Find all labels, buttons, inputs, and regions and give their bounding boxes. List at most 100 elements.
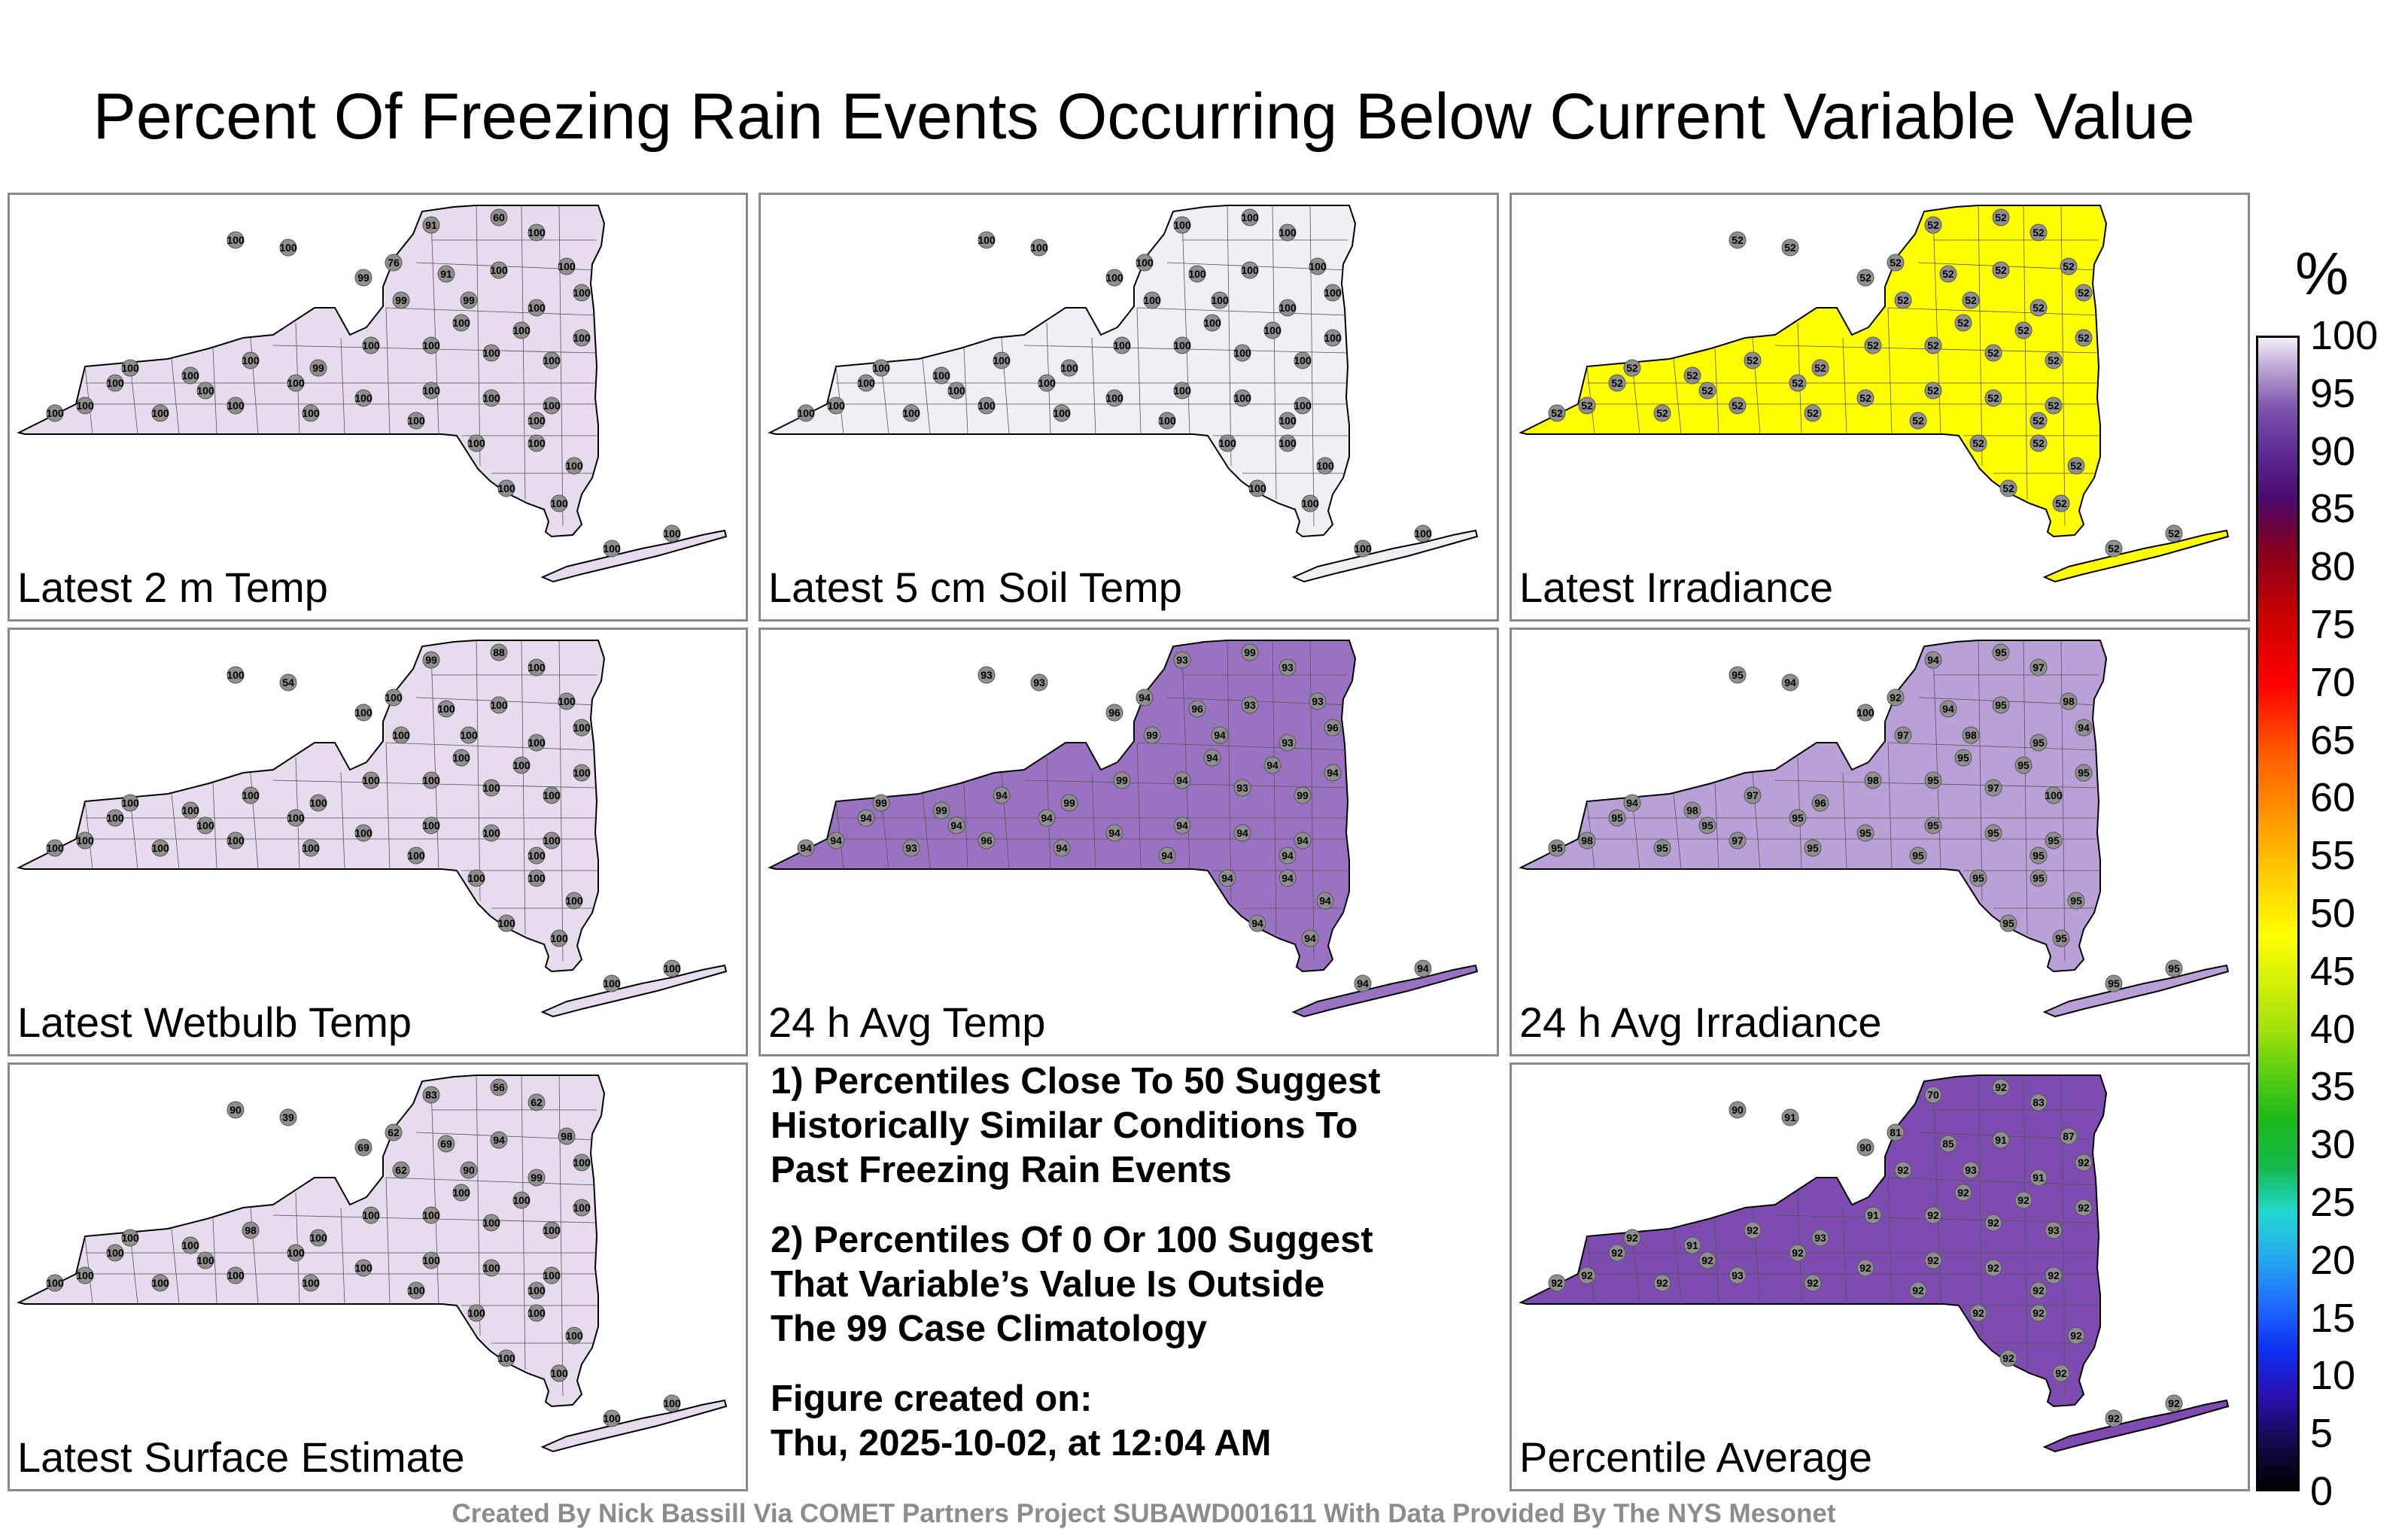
station-value: 52	[2002, 482, 2014, 494]
station-marker	[2045, 1266, 2063, 1284]
station-marker	[1263, 756, 1282, 774]
station-marker	[302, 839, 320, 857]
station-marker	[1924, 1086, 1942, 1104]
station-value: 91	[425, 219, 437, 231]
station-marker	[242, 351, 260, 369]
station-value: 98	[1965, 729, 1977, 741]
station-marker	[287, 809, 305, 827]
station-marker	[1113, 336, 1131, 354]
station-marker	[354, 824, 372, 842]
station-marker	[977, 397, 996, 415]
station-marker	[490, 1131, 508, 1149]
station-marker	[196, 816, 214, 834]
county-boundary	[212, 783, 217, 870]
station-value: 100	[106, 812, 124, 824]
station-value: 52	[1995, 211, 2007, 223]
station-value: 100	[1203, 317, 1221, 329]
station-marker	[1354, 974, 1372, 992]
station-value: 100	[407, 1284, 425, 1296]
station-value: 95	[1701, 819, 1713, 831]
county-boundary	[1272, 205, 1277, 500]
station-value: 92	[1656, 1277, 1668, 1289]
station-value: 99	[312, 362, 324, 374]
station-marker	[1969, 869, 1987, 887]
station-marker	[603, 540, 621, 558]
colorbar-tick: 75	[2310, 602, 2356, 647]
county-boundary	[558, 205, 564, 527]
station-marker	[1653, 1274, 1671, 1292]
station-value: 100	[490, 699, 508, 711]
station-marker	[1233, 344, 1251, 362]
station-value: 52	[1626, 362, 1638, 374]
station-marker	[1143, 291, 1161, 309]
colorbar	[2256, 336, 2300, 1491]
colorbar-tick: 5	[2310, 1411, 2334, 1457]
ny-state-map: 100 100 100 100 100 100 100 100 100 100 100 100 100 1…	[768, 205, 1479, 583]
station-marker	[1218, 869, 1236, 887]
panel-label: Percentile Average	[1519, 1433, 1873, 1481]
station-value: 94	[1319, 895, 1331, 907]
station-marker	[1038, 809, 1056, 827]
station-marker	[1623, 359, 1641, 377]
station-value: 100	[196, 819, 214, 831]
station-marker	[573, 329, 591, 347]
station-value: 92	[2168, 1397, 2180, 1409]
station-value: 52	[2048, 400, 2060, 412]
station-value: 95	[1995, 699, 2007, 711]
station-marker	[1698, 1251, 1716, 1269]
station-value: 90	[1732, 1104, 1744, 1116]
county-boundary	[2023, 205, 2028, 500]
station-value: 52	[2033, 415, 2045, 427]
station-marker	[1316, 457, 1334, 475]
county-boundary	[1842, 772, 1847, 870]
station-value: 100	[46, 407, 64, 419]
station-value: 100	[460, 729, 478, 741]
station-value: 52	[1965, 294, 1977, 306]
colorbar-tick: 35	[2310, 1064, 2356, 1110]
station-marker	[2060, 692, 2078, 710]
station-marker	[181, 1236, 199, 1254]
station-marker	[2165, 959, 2183, 977]
station-marker	[1962, 726, 1980, 744]
station-value: 100	[467, 1307, 485, 1319]
station-marker	[482, 1214, 500, 1232]
station-value: 52	[1897, 294, 1909, 306]
station-marker	[1781, 673, 1799, 692]
station-marker	[1241, 208, 1259, 226]
station-marker	[227, 231, 245, 249]
station-value: 94	[1784, 676, 1796, 688]
station-value: 100	[467, 872, 485, 884]
station-value: 93	[1312, 695, 1324, 707]
station-marker	[1894, 726, 1912, 744]
station-marker	[1864, 771, 1882, 789]
station-value: 100	[528, 737, 546, 749]
station-value: 95	[1927, 819, 1939, 831]
station-value: 100	[1030, 242, 1048, 254]
station-marker	[2014, 321, 2033, 339]
station-marker	[573, 1154, 591, 1172]
station-marker	[362, 1206, 380, 1224]
colorbar-tick: 20	[2310, 1237, 2356, 1283]
station-value: 95	[2033, 872, 2045, 884]
station-marker	[2060, 257, 2078, 275]
station-marker	[76, 831, 94, 850]
station-value: 92	[1747, 1224, 1759, 1236]
station-marker	[543, 351, 561, 369]
station-marker	[1924, 1251, 1942, 1269]
station-marker	[1781, 1108, 1799, 1126]
station-value: 90	[1859, 1141, 1871, 1154]
station-marker	[558, 692, 576, 710]
station-value: 94	[1297, 834, 1309, 847]
station-value: 100	[1248, 482, 1266, 494]
station-marker	[1924, 816, 1942, 834]
county-boundary	[1227, 640, 1232, 901]
station-marker	[1294, 831, 1312, 850]
station-marker	[1909, 847, 1927, 865]
station-value: 92	[1987, 1217, 1999, 1229]
station-value: 99	[531, 1172, 543, 1184]
station-value: 93	[1965, 1164, 1977, 1176]
station-marker	[309, 359, 327, 377]
station-marker	[2067, 1327, 2085, 1345]
